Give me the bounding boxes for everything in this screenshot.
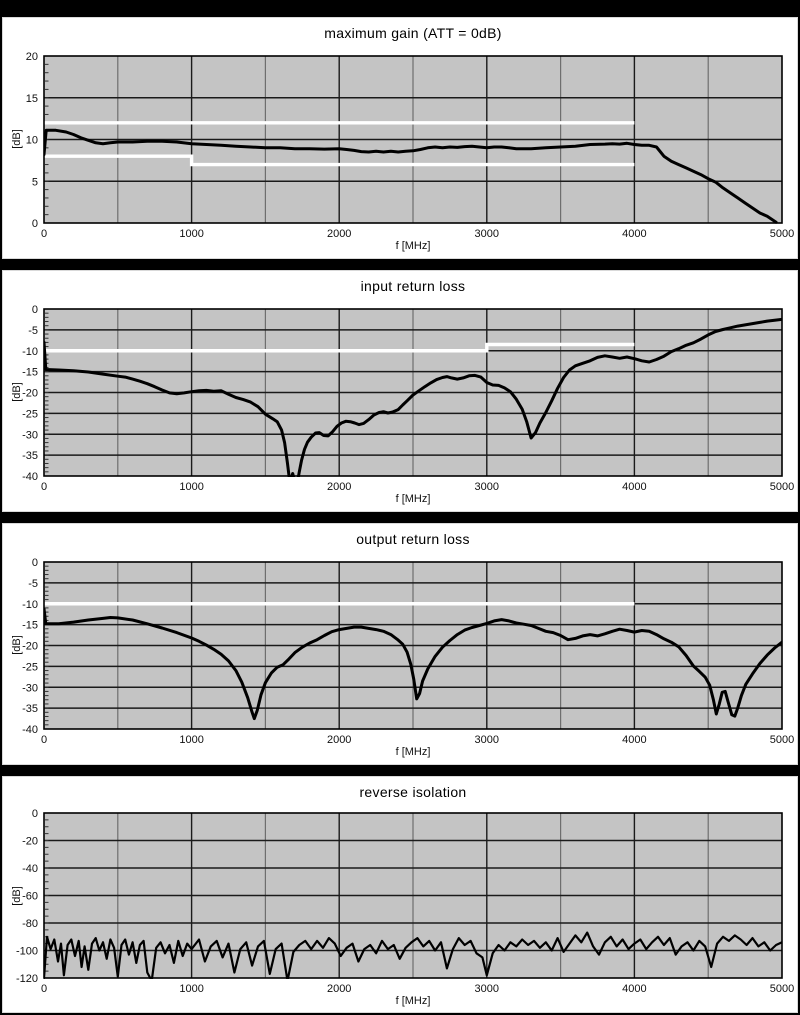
x-axis-label: f [MHz]	[395, 493, 431, 505]
y-tick-label: -30	[22, 682, 38, 694]
y-tick-label: 0	[32, 557, 38, 569]
x-tick-label: 3000	[475, 481, 499, 493]
x-tick-label: 0	[41, 983, 47, 995]
x-axis-label: f [MHz]	[395, 746, 431, 758]
maximum-gain-plot: 0 1000 2000 3000 4000 5000 0 5 10 15 20	[26, 51, 794, 240]
x-tick-label: 0	[41, 228, 47, 240]
y-tick-label: -20	[22, 641, 38, 653]
y-axis-label: [dB]	[11, 382, 23, 402]
x-tick-label: 5000	[770, 481, 794, 493]
y-tick-label: -20	[22, 388, 38, 400]
chart-title: maximum gain (ATT = 0dB)	[324, 25, 502, 41]
curve-group	[44, 931, 782, 979]
chart-title: reverse isolation	[359, 784, 467, 800]
x-tick-label: 3000	[475, 983, 499, 995]
y-tick-label: -10	[22, 346, 38, 358]
y-tick-label: -20	[22, 836, 38, 848]
y-tick-label: -40	[22, 863, 38, 875]
y-axis-label: [dB]	[11, 886, 23, 906]
x-tick-label: 2000	[327, 481, 351, 493]
y-tick-label: -15	[22, 620, 38, 632]
plot-border	[43, 812, 783, 979]
output-return-loss-plot: 0 1000 2000 3000 4000 5000 0 -5 -10 -15 -20 -25 -30 -…	[22, 557, 794, 746]
y-tick-label: -80	[22, 918, 38, 930]
x-tick-label: 1000	[179, 983, 203, 995]
y-axis-label: [dB]	[11, 129, 23, 149]
x-tick-label: 4000	[622, 228, 646, 240]
y-tick-label: 20	[26, 51, 38, 63]
y-tick-label: -100	[16, 946, 38, 958]
x-tick-label: 5000	[770, 734, 794, 746]
limit-line	[44, 154, 635, 167]
y-tick-label: 0	[32, 808, 38, 820]
y-tick-label: 15	[26, 93, 38, 105]
chart-panel-output-return-loss: 0 1000 2000 3000 4000 5000 0 -5 -10 -15 -20 -25 -30 -…	[2, 523, 798, 765]
x-axis-label: f [MHz]	[395, 995, 431, 1007]
y-tick-label: -25	[22, 661, 38, 673]
x-tick-label: 0	[41, 734, 47, 746]
data-curve	[44, 128, 778, 224]
y-axis-label: [dB]	[11, 635, 23, 655]
plot-border	[43, 55, 783, 224]
y-tick-label: -40	[22, 724, 38, 736]
chart-panel-input-return-loss: 0 1000 2000 3000 4000 5000 0 -5 -10 -15 -20 -25 -30 -…	[2, 270, 798, 512]
chart-title: input return loss	[360, 278, 466, 294]
y-tick-label: -120	[16, 973, 38, 985]
y-tick-label: -15	[22, 367, 38, 379]
y-tick-label: -40	[22, 471, 38, 483]
plot-border	[43, 561, 783, 730]
x-tick-label: 2000	[327, 983, 351, 995]
x-axis-label: f [MHz]	[395, 240, 431, 252]
chart-panel-reverse-isolation: 0 1000 2000 3000 4000 5000 0 -20 -40 -60 -80 -100 -1…	[2, 776, 798, 1013]
x-tick-label: 4000	[622, 734, 646, 746]
y-tick-label: 10	[26, 135, 38, 147]
plot-border	[43, 308, 783, 477]
data-curve	[44, 931, 782, 979]
y-tick-label: -5	[28, 325, 38, 337]
y-tick-label: -35	[22, 703, 38, 715]
x-tick-label: 3000	[475, 734, 499, 746]
y-tick-label: 5	[32, 176, 38, 188]
limit-line	[44, 342, 635, 353]
curve-group	[44, 317, 782, 477]
x-tick-label: 1000	[179, 228, 203, 240]
x-tick-label: 0	[41, 481, 47, 493]
input-return-loss-plot: 0 1000 2000 3000 4000 5000 0 -5 -10 -15 -20 -25 -30 -…	[22, 304, 794, 493]
curve-group	[44, 128, 778, 224]
y-tick-label: -35	[22, 450, 38, 462]
data-curve	[44, 317, 782, 477]
x-tick-label: 2000	[327, 228, 351, 240]
y-tick-label: -30	[22, 429, 38, 441]
x-tick-label: 4000	[622, 481, 646, 493]
x-tick-label: 5000	[770, 228, 794, 240]
x-tick-label: 1000	[179, 481, 203, 493]
y-tick-label: 0	[32, 218, 38, 230]
chart-panel-maximum-gain: 0 1000 2000 3000 4000 5000 0 5 10 15 20 maximum ga…	[2, 17, 798, 259]
x-tick-label: 1000	[179, 734, 203, 746]
y-tick-label: -10	[22, 599, 38, 611]
x-tick-label: 5000	[770, 983, 794, 995]
y-tick-label: -25	[22, 408, 38, 420]
chart-title: output return loss	[356, 531, 470, 547]
y-tick-label: -5	[28, 578, 38, 590]
y-tick-label: -60	[22, 891, 38, 903]
reverse-isolation-plot: 0 1000 2000 3000 4000 5000 0 -20 -40 -60 -80 -100 -1…	[16, 808, 794, 995]
curve-group	[44, 607, 782, 721]
x-tick-label: 3000	[475, 228, 499, 240]
y-tick-label: 0	[32, 304, 38, 316]
x-tick-label: 4000	[622, 983, 646, 995]
data-curve	[44, 607, 782, 721]
x-tick-label: 2000	[327, 734, 351, 746]
